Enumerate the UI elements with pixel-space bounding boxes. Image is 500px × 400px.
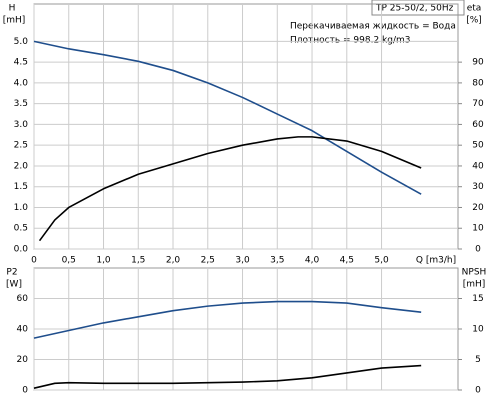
x-tick-label: 2,0 bbox=[166, 256, 181, 266]
y-tick-label: 4.0 bbox=[14, 78, 29, 88]
y2-tick-label: 30 bbox=[472, 182, 484, 192]
y2-tick-label: 5 bbox=[475, 355, 481, 365]
x-tick-label: 3,5 bbox=[270, 256, 284, 266]
y-tick-label: 60 bbox=[17, 294, 29, 304]
y-tick-label: 2.0 bbox=[14, 161, 29, 171]
x-tick-label: 5,0 bbox=[374, 256, 389, 266]
y2-tick-label: 40 bbox=[472, 161, 484, 171]
x-tick-label: 2,5 bbox=[201, 256, 215, 266]
y-tick-label: 0.0 bbox=[14, 245, 29, 255]
curve bbox=[33, 300, 422, 339]
y2-axis-unit: [%] bbox=[466, 16, 482, 26]
y-tick-label: 0.5 bbox=[14, 224, 28, 234]
y2-tick-label: 10 bbox=[472, 224, 484, 234]
y-tick-label: 0 bbox=[22, 386, 28, 396]
curve bbox=[33, 364, 422, 389]
y2-tick-label: 15 bbox=[472, 294, 483, 304]
y2-tick-label: 60 bbox=[472, 120, 484, 130]
y-tick-label: 40 bbox=[17, 325, 29, 335]
x-tick-label: 1,5 bbox=[131, 256, 145, 266]
y-tick-label: 4.5 bbox=[14, 58, 28, 68]
y2-tick-label: 10 bbox=[472, 325, 484, 335]
y2-tick-label: 0 bbox=[475, 245, 481, 255]
x-tick-label: 1,0 bbox=[96, 256, 111, 266]
y2-axis-unit: [mH] bbox=[463, 280, 486, 290]
y2-tick-label: 50 bbox=[472, 141, 484, 151]
y2-axis-label: eta bbox=[467, 4, 482, 14]
y2-tick-label: 90 bbox=[472, 58, 484, 68]
y-tick-label: 3.0 bbox=[14, 120, 29, 130]
x-tick-label: 0 bbox=[31, 256, 37, 266]
annotation: Перекачиваемая жидкость = Вода bbox=[290, 22, 456, 32]
y-axis-unit: [mH] bbox=[3, 16, 26, 26]
y-axis-label: H bbox=[9, 4, 16, 14]
chart-title: TP 25-50/2, 50Hz bbox=[375, 4, 454, 14]
y-tick-label: 3.5 bbox=[14, 99, 28, 109]
x-tick-label: 4,0 bbox=[305, 256, 320, 266]
x-tick-label: 3,0 bbox=[235, 256, 250, 266]
y2-tick-label: 70 bbox=[472, 99, 484, 109]
curve bbox=[33, 40, 422, 195]
x-axis-label: Q [m3/h] bbox=[416, 256, 456, 266]
y-tick-label: 2.5 bbox=[14, 141, 28, 151]
y2-axis-label: NPSH bbox=[462, 268, 487, 278]
y-tick-label: 1.0 bbox=[14, 203, 29, 213]
curve bbox=[38, 136, 422, 242]
y-tick-label: 20 bbox=[17, 355, 29, 365]
annotation: Плотность = 998.2 kg/m3 bbox=[290, 36, 411, 46]
y-axis-unit: [W] bbox=[6, 280, 22, 290]
y-tick-label: 1.5 bbox=[14, 182, 28, 192]
x-tick-label: 4,5 bbox=[340, 256, 354, 266]
y2-tick-label: 80 bbox=[472, 78, 484, 88]
y2-tick-label: 0 bbox=[475, 386, 481, 396]
x-tick-label: 0,5 bbox=[62, 256, 76, 266]
y2-tick-label: 20 bbox=[472, 203, 484, 213]
y-axis-label: P2 bbox=[6, 268, 17, 278]
y-tick-label: 5.0 bbox=[14, 37, 29, 47]
